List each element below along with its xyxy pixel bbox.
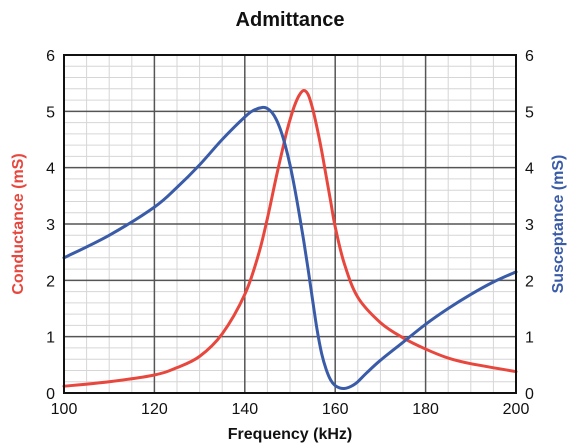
series-layer [62,88,518,391]
y-tick-label-left: 3 [46,217,55,234]
y-tick-label-right: 6 [525,48,534,65]
y-tick-label-right: 5 [525,104,534,121]
x-tick-label: 140 [231,401,258,418]
y-tick-label-left: 2 [46,273,55,290]
plot-frame [63,54,517,394]
y-tick-label-left: 1 [46,330,55,347]
x-axis-label: Frequency (kHz) [228,426,352,443]
y-tick-label-right: 2 [525,273,534,290]
susceptance-line [62,105,518,391]
x-tick-label: 160 [322,401,349,418]
y-tick-label-left: 5 [46,104,55,121]
conductance-line [62,88,518,388]
chart-title: Admittance [236,9,345,31]
x-tick-label: 200 [503,401,530,418]
y-tick-label-right: 1 [525,330,534,347]
y-tick-label-left: 4 [46,161,55,178]
y-axis-label-left: Conductance (mS) [10,153,27,294]
x-tick-label: 120 [141,401,168,418]
y-tick-label-right: 0 [525,386,534,403]
y-tick-label-left: 6 [46,48,55,65]
y-tick-label-left: 0 [46,386,55,403]
y-axis-label-right: Susceptance (mS) [550,155,567,294]
x-tick-label: 100 [51,401,78,418]
y-tick-label-right: 4 [525,161,534,178]
y-tick-label-right: 3 [525,217,534,234]
x-tick-label: 180 [412,401,439,418]
